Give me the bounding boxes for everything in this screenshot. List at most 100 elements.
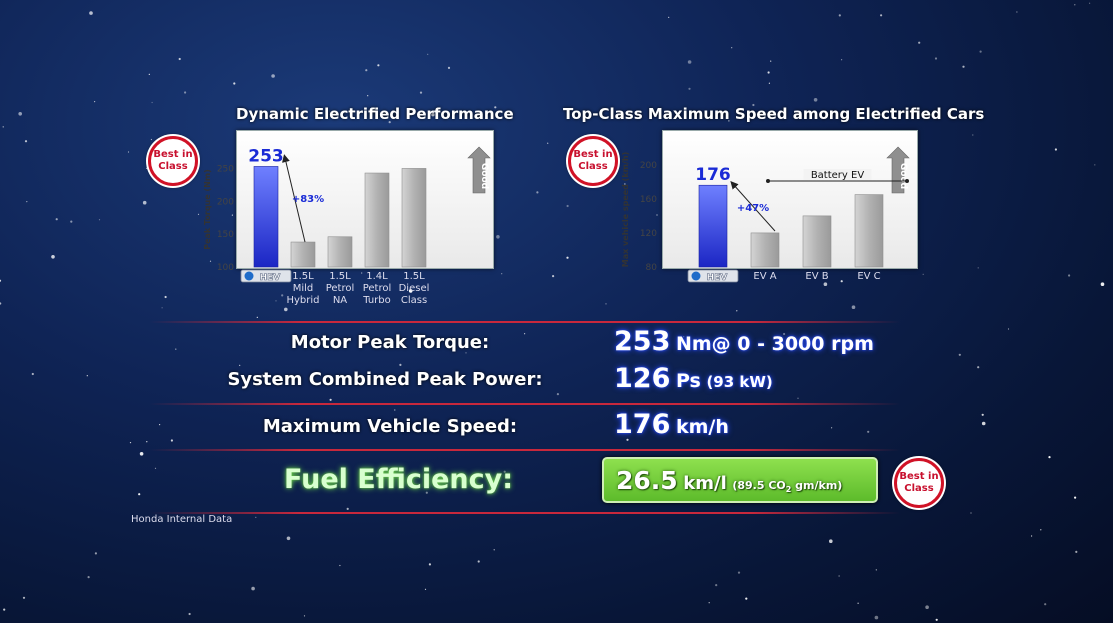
star [31, 372, 34, 376]
star [768, 82, 771, 84]
bracket-label: Battery EV [811, 170, 865, 181]
star [715, 584, 718, 587]
star [399, 363, 402, 366]
x-tick-label: EV A [753, 271, 776, 282]
bar [290, 241, 316, 268]
star [89, 11, 93, 15]
fuel-unit: km/l [683, 473, 727, 494]
star [831, 427, 833, 429]
star [419, 91, 423, 94]
star [239, 364, 241, 366]
star [255, 516, 257, 519]
star [286, 536, 291, 541]
star [1048, 456, 1051, 459]
bar [854, 194, 884, 268]
star [547, 142, 549, 144]
fuel-co2: (89.5 CO2 gm/km) [732, 479, 843, 495]
star [501, 273, 503, 275]
star [424, 588, 427, 590]
x-tick-label: 1.5L [292, 271, 314, 282]
torque-label: Motor Peak Torque: [290, 332, 490, 353]
star [1040, 529, 1042, 531]
star [18, 112, 23, 116]
star [271, 74, 275, 78]
x-tick-label: 1.4L [366, 271, 388, 282]
star [2, 126, 4, 128]
star [86, 375, 88, 377]
star [880, 14, 883, 17]
star [683, 336, 685, 338]
star [1089, 2, 1091, 4]
ehev-logo: HEV [687, 269, 739, 283]
star [745, 597, 748, 600]
star [365, 69, 368, 72]
y-axis-label: Peak Torque (Nm) [203, 169, 212, 250]
y-axis-label: Max vehicle speed (km/h) [621, 152, 630, 268]
star [783, 332, 786, 336]
star [24, 140, 28, 143]
star [1044, 603, 1047, 606]
speed-value: 176 km/h [614, 409, 729, 440]
star [925, 605, 929, 609]
x-tick-label: Petrol [326, 283, 355, 294]
star [0, 279, 2, 282]
star [605, 303, 607, 305]
star [431, 112, 435, 117]
star [388, 121, 391, 124]
star [737, 571, 741, 574]
star [142, 200, 147, 205]
star [184, 91, 187, 94]
star [233, 82, 236, 85]
chart-title-performance: Dynamic Electrified Performance [236, 105, 514, 123]
star [829, 539, 833, 543]
star [346, 507, 349, 510]
star [127, 151, 130, 153]
speed-label: Maximum Vehicle Speed: [262, 416, 518, 437]
star [979, 50, 982, 53]
ehev-logo: HEV [240, 269, 292, 283]
star [524, 333, 526, 335]
speed-bar-chart: Max vehicle speed (km/h) 80 120 160 200 HEV EV… [621, 146, 910, 283]
best-in-class-badge: Best in Class [148, 136, 198, 186]
star [981, 413, 984, 416]
star [493, 549, 495, 551]
star [139, 452, 144, 456]
torque-value: 253 Nm@ 0 - 3000 rpm [614, 326, 874, 357]
star [797, 397, 799, 399]
star [536, 191, 539, 194]
star [428, 563, 431, 566]
star [668, 16, 670, 18]
star [164, 295, 167, 299]
fuel-efficiency-value-box: 26.5 km/l (89.5 CO2 gm/km) [602, 457, 878, 503]
star [840, 280, 843, 283]
x-tick-label: NA [333, 295, 347, 306]
star [159, 424, 161, 426]
annotation-arrow [282, 154, 306, 243]
star [981, 421, 986, 426]
x-tick-label: EV C [857, 271, 880, 282]
star [566, 256, 569, 259]
star [138, 493, 141, 496]
good-arrow-icon: Good [467, 146, 491, 194]
star [752, 103, 755, 107]
star [146, 167, 148, 169]
star [1068, 274, 1071, 277]
y-tick-label: 150 [217, 230, 234, 240]
good-arrow-icon: Good [886, 146, 910, 194]
star [874, 615, 879, 620]
x-tick-label: Turbo [362, 295, 391, 306]
star [731, 47, 733, 49]
svg-text:Good: Good [898, 163, 908, 189]
star [26, 201, 28, 203]
bracket-end [766, 179, 770, 183]
star [1031, 535, 1033, 537]
star [94, 552, 97, 555]
star [958, 353, 961, 356]
svg-text:Good: Good [479, 163, 489, 189]
star [55, 218, 58, 221]
star [170, 439, 173, 442]
star [151, 101, 153, 104]
star [154, 467, 157, 469]
